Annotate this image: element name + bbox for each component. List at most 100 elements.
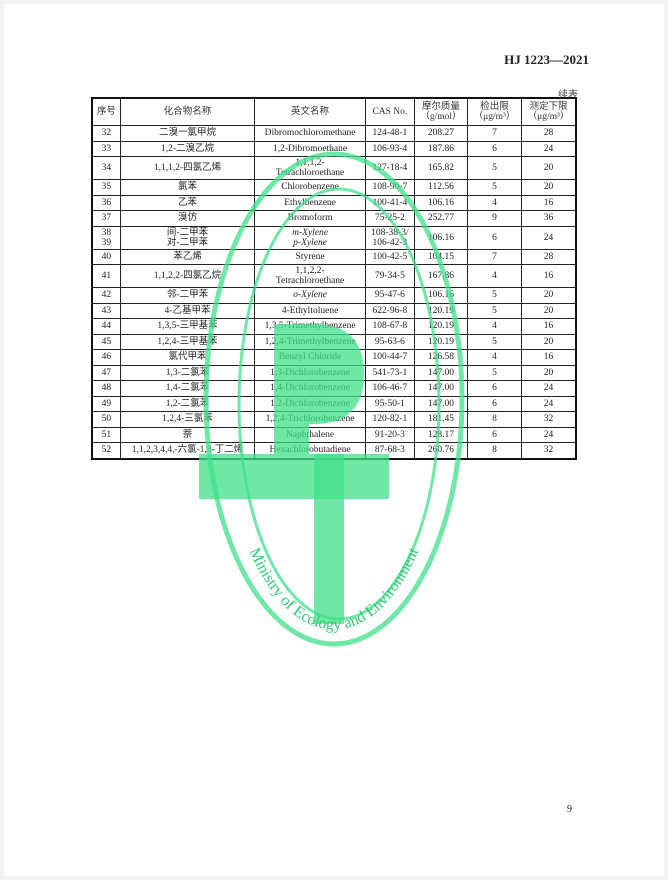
cell-cn: 氯苯 (119, 179, 256, 196)
cell-mw: 106.16 (413, 194, 469, 211)
table-row: 36 乙苯 Ethylbenzene 100-41-4 106.16 4 16 (91, 194, 577, 211)
cell-mw: 120.19 (413, 318, 469, 335)
cell-en: Styrene (254, 248, 366, 265)
cell-dl: 5 (467, 156, 522, 180)
cell-dl: 7 (467, 125, 522, 142)
column-header: CAS No. (364, 97, 415, 126)
cell-cn: 间-二甲苯 对-二甲苯 (119, 225, 256, 250)
cell-en: 1,2-Dichlorobenzene (254, 395, 366, 412)
cell-no: 48 (91, 380, 121, 397)
cell-mw: 112.56 (413, 179, 469, 196)
cell-dl: 4 (467, 318, 522, 335)
cell-mw: 167.86 (413, 264, 469, 288)
table-row: 38 39 间-二甲苯 对-二甲苯 m-Xylene p-Xylene 108-38-… (91, 225, 577, 250)
cell-ql: 20 (520, 302, 577, 319)
column-header: 摩尔质量 （g/mol） (413, 97, 469, 126)
table-row: 32 二溴一氯甲烷 Dibromochloromethane 124-48-1 208.… (91, 125, 577, 142)
table-row: 50 1,2,4-三氯苯 1,2,4-Trichlorobenzene 120-82-… (91, 411, 577, 428)
cell-no: 36 (91, 194, 121, 211)
cell-en: Benzyl Chloride (254, 349, 366, 366)
cell-dl: 6 (467, 395, 522, 412)
cell-cas: 108-38-3/ 106-42-3 (364, 225, 415, 250)
cell-cas: 108-90-7 (364, 179, 415, 196)
cell-ql: 36 (520, 210, 577, 227)
cell-mw: 104.15 (413, 248, 469, 265)
cell-no: 40 (91, 248, 121, 265)
table-row: 48 1,4-二氯苯 1,4-Dichlorobenzene 106-46-7 147.… (91, 380, 577, 397)
cell-ql: 24 (520, 395, 577, 412)
cell-no: 37 (91, 210, 121, 227)
cell-en: o-Xylene (254, 287, 366, 304)
table-row: 40 苯乙烯 Styrene 100-42-5 104.15 7 28 (91, 248, 577, 265)
cell-cn: 氯代甲苯 (119, 349, 256, 366)
cell-cn: 4-乙基甲苯 (119, 302, 256, 319)
cell-cn: 1,3,5-三甲基苯 (119, 318, 256, 335)
table-row: 49 1,2-二氯苯 1,2-Dichlorobenzene 95-50-1 147.0… (91, 395, 577, 412)
cell-dl: 6 (467, 380, 522, 397)
cell-ql: 16 (520, 318, 577, 335)
standard-number: HJ 1223—2021 (504, 52, 589, 67)
cell-cas: 100-42-5 (364, 248, 415, 265)
table-row: 35 氯苯 Chlorobenzene 108-90-7 112.56 5 20 (91, 179, 577, 196)
cell-cn: 1,1,1,2-四氯乙烯 (119, 156, 256, 180)
cell-dl: 6 (467, 225, 522, 250)
cell-ql: 20 (520, 156, 577, 180)
cell-dl: 7 (467, 248, 522, 265)
cell-cn: 1,3-二氯苯 (119, 364, 256, 381)
svg-text:Ministry of Ecology and Enviro: Ministry of Ecology and Environment (246, 545, 423, 634)
table-row: 52 1,1,2,3,4,4,-六氯-1,3-丁二烯 Hexachlorobutad… (91, 442, 577, 459)
cell-dl: 5 (467, 333, 522, 350)
cell-cn: 1,2,4-三甲基苯 (119, 333, 256, 350)
cell-dl: 6 (467, 426, 522, 443)
cell-ql: 20 (520, 287, 577, 304)
cell-dl: 4 (467, 264, 522, 288)
cell-en: Ethylbenzene (254, 194, 366, 211)
compound-table: 序号 化合物名称 英文名称 CAS No. 摩尔质量 （g/mol） 检出限 （μg/m³… (91, 97, 577, 460)
cell-ql: 32 (520, 411, 577, 428)
cell-cas: 120-82-1 (364, 411, 415, 428)
cell-mw: 260.76 (413, 442, 469, 459)
cell-cas: 100-41-4 (364, 194, 415, 211)
cell-no: 34 (91, 156, 121, 180)
cell-no: 47 (91, 364, 121, 381)
cell-cas: 541-73-1 (364, 364, 415, 381)
cell-dl: 9 (467, 210, 522, 227)
cell-dl: 4 (467, 194, 522, 211)
table-row: 37 溴仿 Bromoform 75-25-2 252.77 9 36 (91, 210, 577, 227)
cell-cas: 127-18-4 (364, 156, 415, 180)
cell-cas: 106-93-4 (364, 140, 415, 157)
cell-mw: 147.00 (413, 380, 469, 397)
cell-no: 44 (91, 318, 121, 335)
column-header: 序号 (91, 97, 121, 126)
cell-dl: 5 (467, 302, 522, 319)
table-row: 41 1,1,2,2-四氯乙烷 1,1,2,2- Tetrachloroethane… (91, 264, 577, 288)
cell-cas: 95-63-6 (364, 333, 415, 350)
table-row: 42 邻-二甲苯 o-Xylene 95-47-6 106.16 5 20 (91, 287, 577, 304)
cell-cas: 91-20-3 (364, 426, 415, 443)
cell-no: 52 (91, 442, 121, 459)
cell-cas: 124-48-1 (364, 125, 415, 142)
cell-mw: 106.16 (413, 225, 469, 250)
table-row: 43 4-乙基甲苯 4-Ethyltoluene 622-96-8 120.19 5 20 (91, 302, 577, 319)
cell-cn: 苯乙烯 (119, 248, 256, 265)
cell-no: 50 (91, 411, 121, 428)
cell-cas: 87-68-3 (364, 442, 415, 459)
document-page: HJ 1223—2021 续表 序号 化合物名称 英文名称 CAS No. 摩尔质量 （… (4, 4, 664, 876)
column-header: 英文名称 (254, 97, 366, 126)
cell-ql: 20 (520, 179, 577, 196)
cell-cas: 75-25-2 (364, 210, 415, 227)
cell-dl: 6 (467, 140, 522, 157)
page-number: 9 (567, 804, 572, 815)
cell-ql: 20 (520, 333, 577, 350)
column-header: 检出限 （μg/m³） (467, 97, 522, 126)
cell-cn: 1,1,2,3,4,4,-六氯-1,3-丁二烯 (119, 442, 256, 459)
cell-en: 1,3,5-Trimethylbenzene (254, 318, 366, 335)
cell-ql: 28 (520, 125, 577, 142)
cell-en: Hexachlorobutadiene (254, 442, 366, 459)
cell-cas: 108-67-8 (364, 318, 415, 335)
cell-cn: 1,2-二溴乙烷 (119, 140, 256, 157)
table-row: 47 1,3-二氯苯 1,3-Dichlorobenzene 541-73-1 147.… (91, 364, 577, 381)
cell-cas: 106-46-7 (364, 380, 415, 397)
cell-cn: 二溴一氯甲烷 (119, 125, 256, 142)
cell-cn: 1,4-二氯苯 (119, 380, 256, 397)
